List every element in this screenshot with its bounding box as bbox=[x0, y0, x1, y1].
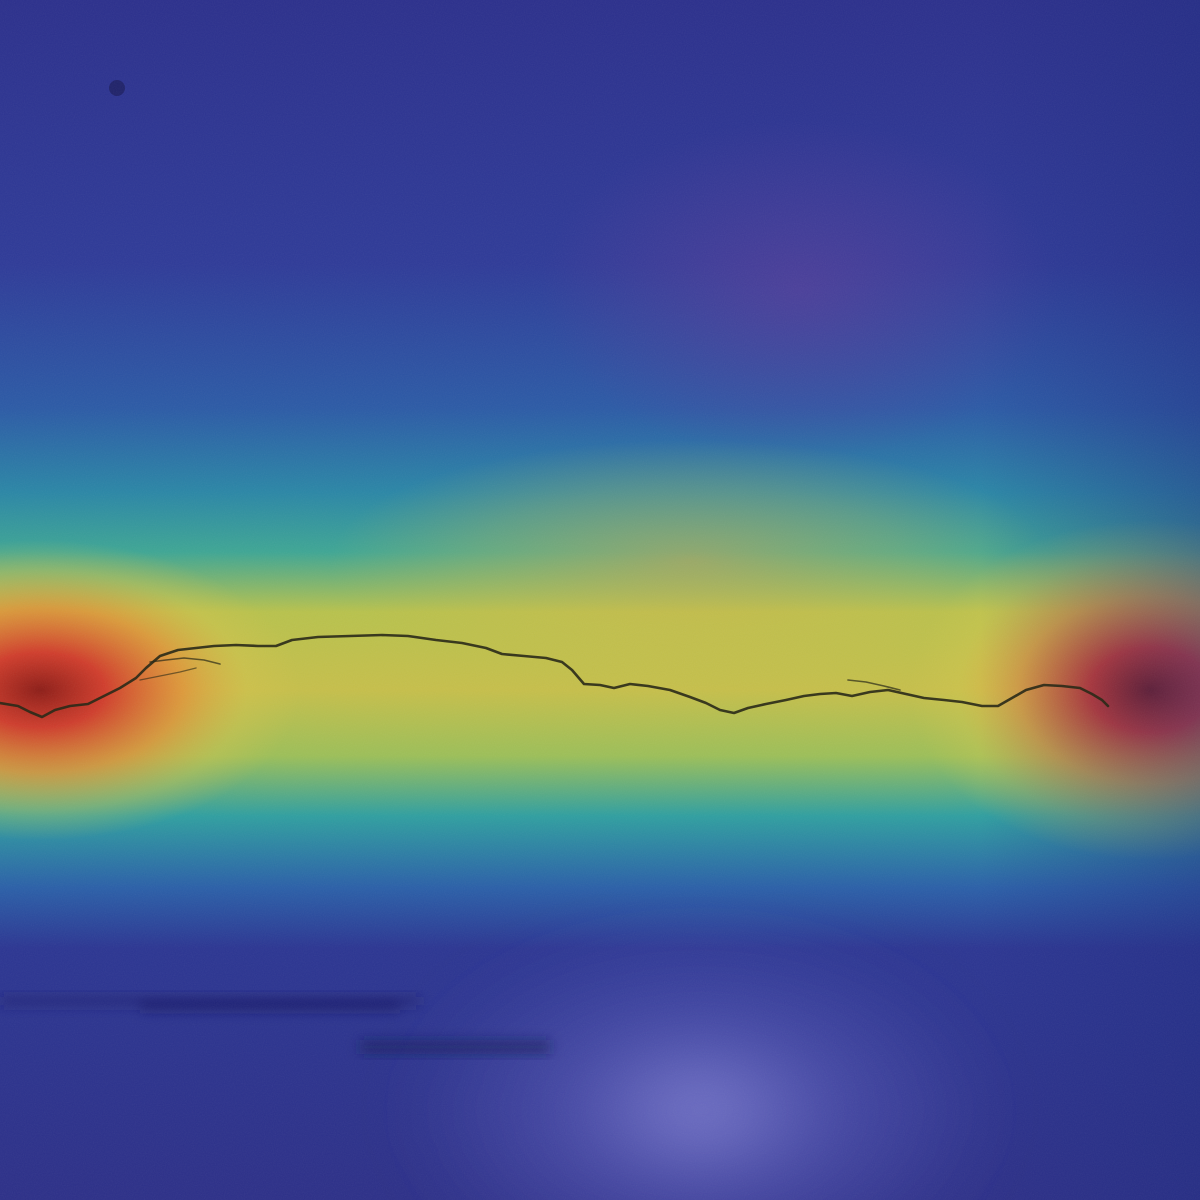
crack-line bbox=[0, 633, 1110, 719]
